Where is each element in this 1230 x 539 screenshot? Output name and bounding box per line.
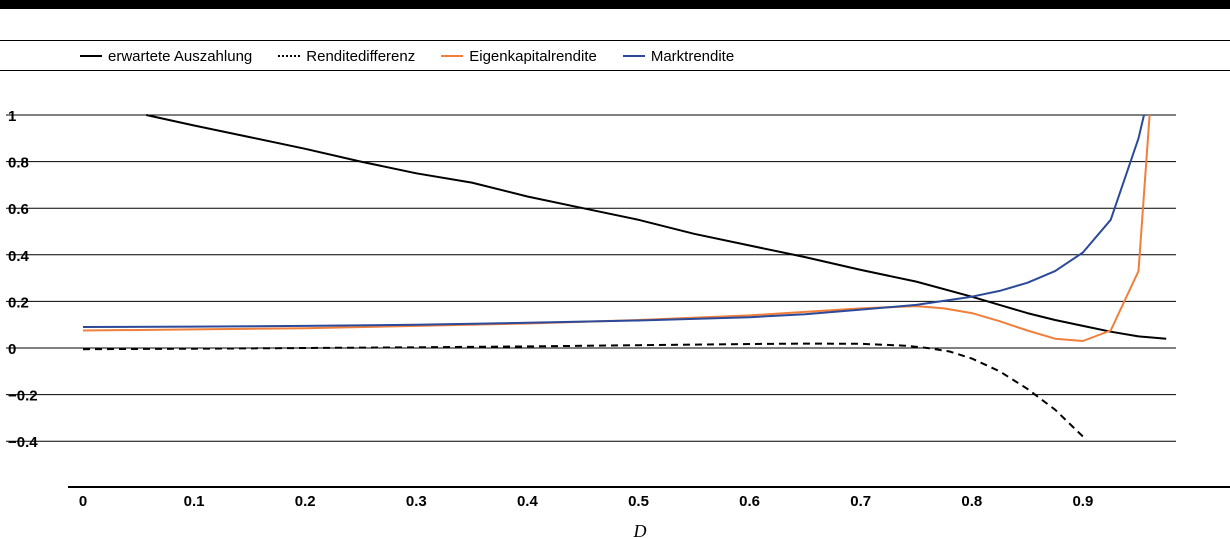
series-line-eigenkapitalrendite: [82, 114, 1151, 342]
y-tick-label-6: −0.2: [8, 388, 38, 405]
legend-swatch-marktrendite: [622, 55, 645, 57]
x-tick-label-7: 0.7: [850, 493, 871, 510]
grid-layer: [6, 114, 1176, 442]
top-bar: [0, 0, 1230, 9]
series-line-renditedifferenz: [82, 342, 1084, 438]
legend-item-eigenkapitalrendite: Eigenkapitalrendite: [441, 48, 597, 65]
x-tick-label-0: 0: [79, 493, 87, 510]
legend-label-erwartete-auszahlung: erwartete Auszahlung: [108, 47, 253, 65]
legend-item-marktrendite: Marktrendite: [622, 47, 735, 65]
series-line-marktrendite: [82, 114, 1145, 328]
legend-bottom-rule: [0, 70, 1230, 71]
series-layer: [82, 114, 1167, 438]
x-tick-label-4: 0.4: [517, 493, 539, 510]
legend-label-eigenkapitalrendite: Eigenkapitalrendite: [469, 47, 597, 65]
axis-layer: 1 0.8 0.6 0.4 0.2 0 −0.2 −0.4 0 0.1 0.2 0.3 0.4 0.5 0.…: [8, 108, 1230, 510]
y-tick-label-3: 0.4: [8, 248, 30, 265]
legend-label-marktrendite: Marktrendite: [650, 47, 735, 65]
legend-label-renditedifferenz: Renditedifferenz: [306, 47, 416, 65]
x-tick-label-1: 0.1: [184, 493, 205, 510]
x-axis-title: D: [633, 521, 647, 539]
x-tick-label-5: 0.5: [628, 493, 649, 510]
legend-swatch-erwartete-auszahlung: [80, 55, 102, 57]
y-tick-label-4: 0.2: [8, 294, 29, 311]
x-tick-label-2: 0.2: [295, 493, 316, 510]
legend-swatch-eigenkapitalrendite: [441, 55, 464, 57]
y-tick-label-5: 0: [8, 341, 16, 358]
legend-item-renditedifferenz: Renditedifferenz: [278, 48, 415, 65]
chart-legend: erwartete Auszahlung Renditedifferenz Ei…: [80, 45, 760, 67]
x-tick-label-6: 0.6: [739, 493, 760, 510]
y-tick-label-1: 0.8: [8, 155, 29, 172]
legend-item-erwartete-auszahlung: erwartete Auszahlung: [80, 48, 252, 65]
x-tick-label-3: 0.3: [406, 493, 427, 510]
x-tick-label-8: 0.8: [961, 493, 982, 510]
y-tick-label-7: −0.4: [8, 434, 38, 451]
x-tick-label-9: 0.9: [1072, 493, 1093, 510]
legend-swatch-renditedifferenz: [278, 55, 301, 57]
y-tick-label-2: 0.6: [8, 201, 29, 218]
series-line-erwartete-auszahlung: [146, 114, 1167, 340]
legend-top-rule: [0, 40, 1230, 41]
y-tick-label-0: 1: [8, 108, 16, 125]
